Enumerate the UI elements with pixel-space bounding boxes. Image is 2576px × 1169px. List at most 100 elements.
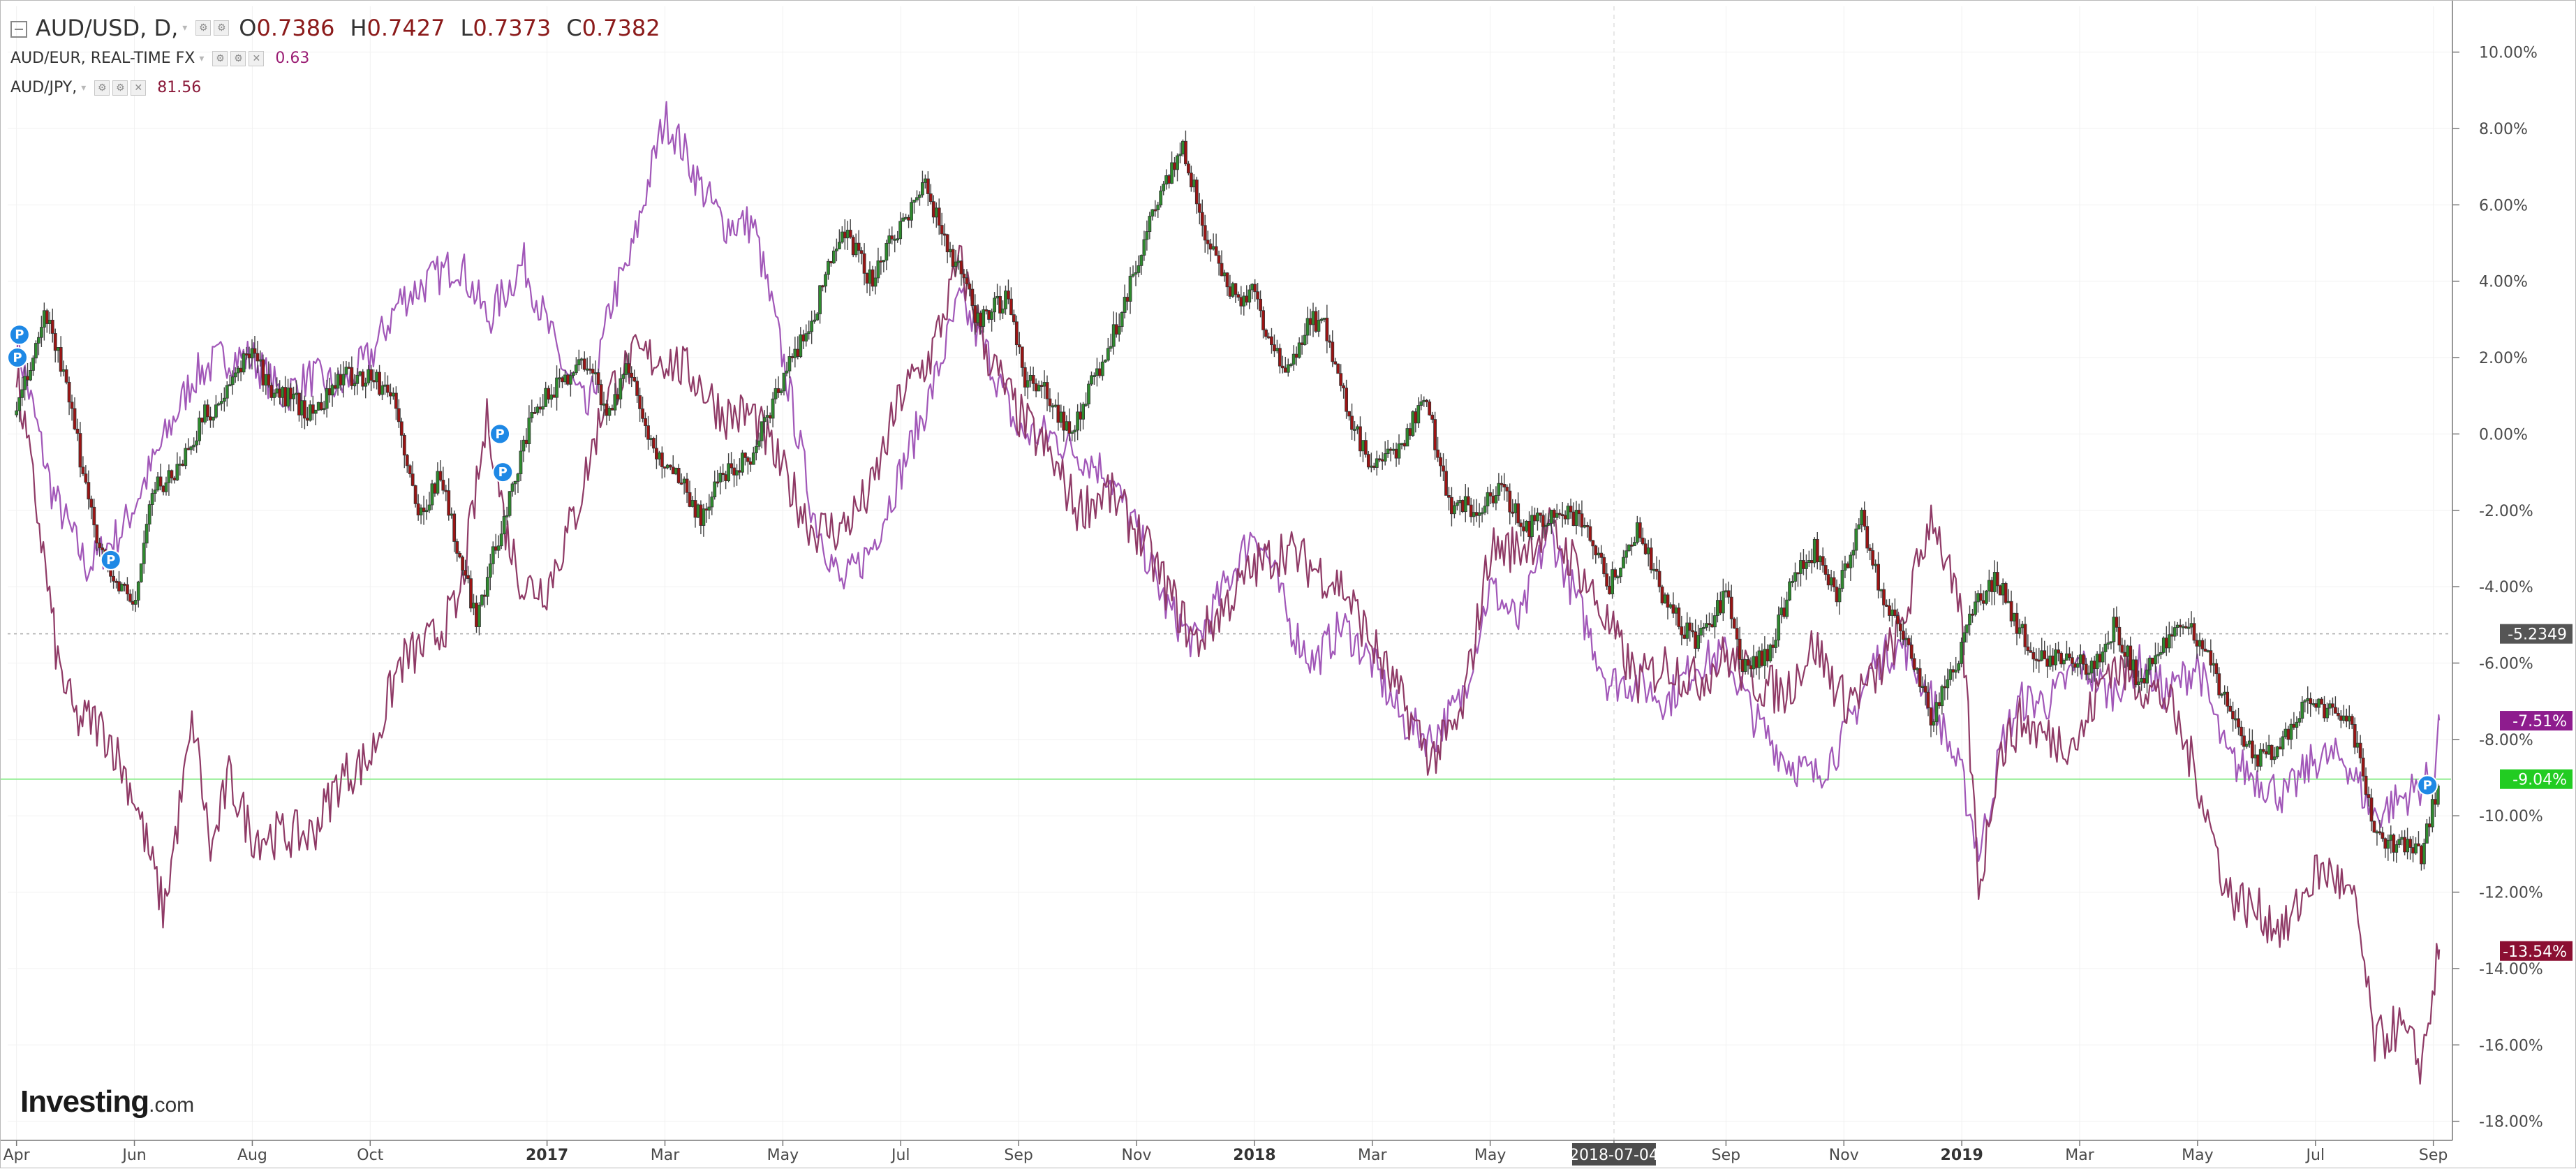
y-tick-label: 8.00% [2479, 121, 2528, 138]
candle-body [1823, 565, 1828, 575]
settings-icon[interactable]: ⚙ [94, 80, 110, 96]
format-icon[interactable]: ⚙ [112, 80, 128, 96]
candle-body [942, 233, 947, 236]
candle-body [1239, 297, 1243, 307]
candle-body [785, 370, 789, 374]
x-tick-label: Jul [890, 1147, 910, 1164]
candle-body [499, 534, 503, 547]
chevron-down-icon[interactable]: ▾ [81, 82, 87, 94]
candle-body [2231, 711, 2235, 719]
candle-body [1888, 605, 1891, 616]
y-tick-label: -12.00% [2479, 885, 2543, 902]
candle-body [2001, 583, 2005, 596]
candle-body [1646, 547, 1650, 554]
candle-body [1716, 600, 1719, 616]
candle-body [1768, 645, 1772, 662]
candle-body [305, 418, 309, 421]
candle-body [1511, 511, 1515, 514]
price-badges: -5.2349 -7.51% -9.04% -13.54% [2500, 624, 2573, 961]
candle-body [488, 563, 492, 578]
x-tick-label: Sep [1004, 1147, 1032, 1164]
candle-body [890, 235, 894, 240]
candle-body [1402, 443, 1407, 447]
candle-body [1527, 520, 1531, 538]
candle-body [1860, 509, 1864, 525]
candle-body [311, 404, 315, 414]
aud-eur-label[interactable]: AUD/EUR, REAL-TIME FX [10, 50, 195, 67]
candle-body [837, 242, 841, 249]
candle-body [533, 412, 537, 414]
candle-body [2167, 634, 2171, 649]
candle-body [979, 312, 983, 327]
candle-body [1267, 336, 1271, 339]
candle-body [2392, 835, 2396, 853]
candle-body [1971, 613, 1974, 616]
candle-body [2043, 650, 2047, 659]
candle-body [292, 393, 295, 399]
candle-body [2245, 744, 2249, 747]
position-marker-label: P [2423, 778, 2432, 793]
candle-body [1740, 659, 1745, 672]
candle-body [1849, 554, 1853, 568]
main-symbol-label[interactable]: AUD/USD, D, [36, 15, 179, 41]
candle-body [2281, 736, 2285, 750]
candle-body [898, 221, 903, 240]
candle-body [2037, 659, 2041, 662]
candle-body [1020, 346, 1024, 368]
candle-body [2154, 655, 2157, 665]
candle-body [716, 481, 720, 484]
candle-body [17, 397, 22, 411]
candle-body [1760, 650, 1764, 666]
candle-body [799, 334, 803, 358]
candle-body [469, 578, 473, 609]
candle-body [2433, 799, 2437, 805]
candle-body [1793, 572, 1797, 582]
candle-body [1708, 623, 1711, 626]
settings-icon[interactable]: ⚙ [212, 50, 228, 66]
candle-body [2406, 839, 2409, 853]
candle-body [206, 404, 209, 418]
candle-body [762, 417, 767, 422]
investing-logo[interactable]: Investing.com [20, 1085, 194, 1119]
candle-body [1012, 314, 1016, 323]
candle-body [1150, 209, 1155, 216]
y-tick-label: 0.00% [2479, 426, 2528, 443]
candle-body [915, 197, 919, 200]
candle-body [1173, 162, 1176, 170]
chevron-down-icon[interactable]: ▾ [182, 22, 188, 34]
candle-body [1114, 324, 1118, 335]
format-icon[interactable]: ⚙ [230, 50, 246, 66]
settings-icon[interactable]: ⚙ [195, 20, 212, 36]
candle-body [1588, 526, 1592, 541]
candle-body [1203, 225, 1207, 241]
candle-body [50, 319, 54, 334]
candle-body [1111, 324, 1116, 347]
candle-body [1619, 568, 1622, 578]
candle-body [1442, 465, 1445, 472]
candle-body [848, 230, 852, 238]
candle-body [676, 467, 681, 483]
format-icon[interactable]: ⚙ [214, 20, 230, 36]
chevron-down-icon[interactable]: ▾ [199, 52, 205, 64]
candle-body [2400, 837, 2404, 840]
candle-body [2226, 691, 2230, 707]
candle-body [1333, 361, 1338, 365]
candle-body [2275, 747, 2279, 758]
x-tick-label: Jul [2305, 1147, 2325, 1164]
close-icon[interactable]: ✕ [249, 50, 265, 66]
candle-body [1951, 669, 1955, 672]
candle-body [948, 249, 952, 253]
aud-jpy-label[interactable]: AUD/JPY, [10, 79, 77, 96]
candle-body [1001, 308, 1005, 314]
candle-body [39, 327, 43, 338]
close-icon[interactable]: ✕ [131, 80, 147, 96]
candle-body [707, 506, 711, 511]
candle-body [704, 508, 709, 511]
candle-body [1984, 590, 1988, 604]
candle-body [1189, 172, 1193, 188]
candle-body [1297, 342, 1301, 358]
candle-body [1073, 429, 1077, 433]
collapse-legend-icon[interactable] [10, 21, 27, 38]
